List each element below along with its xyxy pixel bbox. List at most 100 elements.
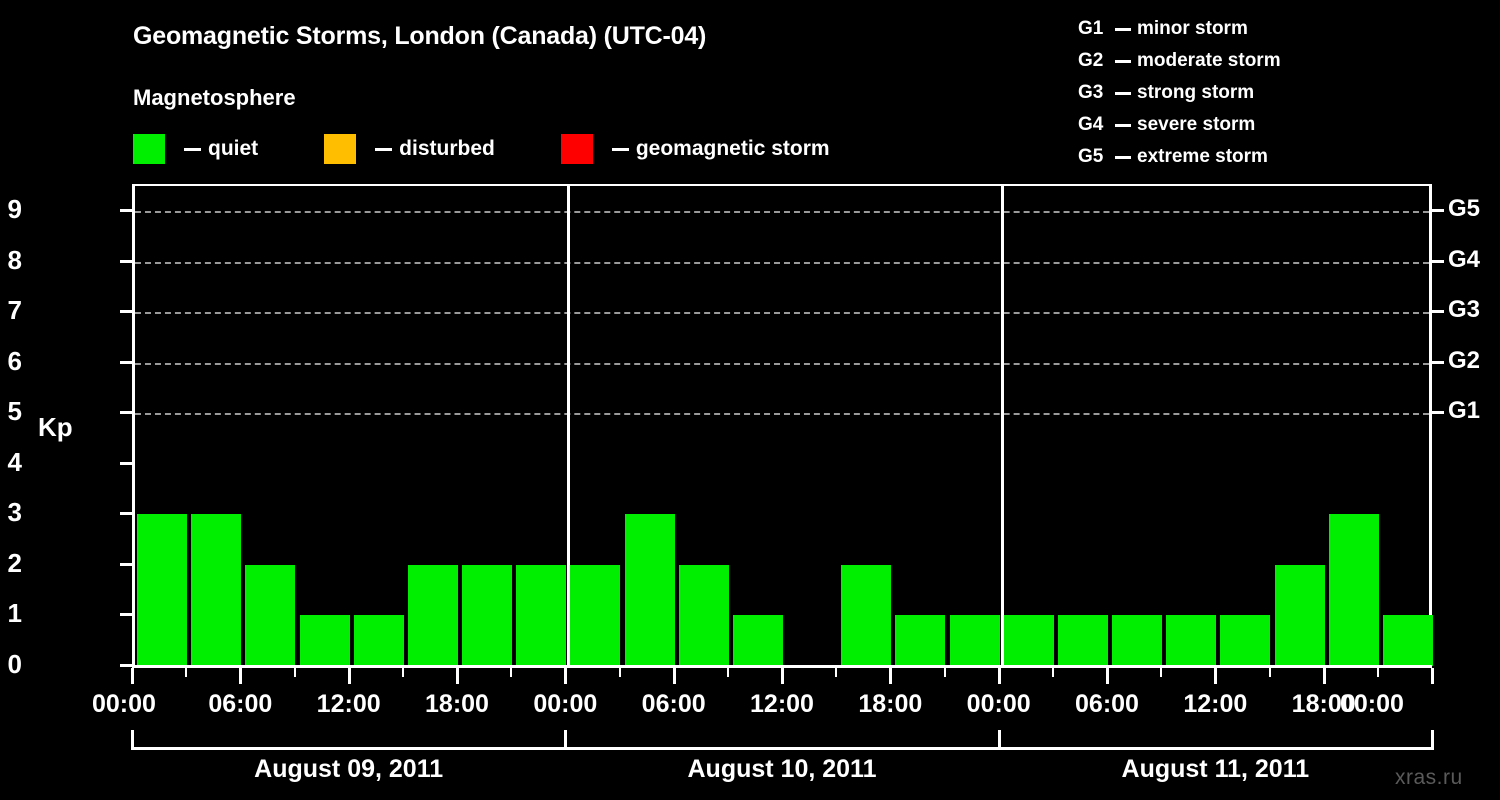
g-legend-label: strong storm: [1137, 82, 1255, 103]
day-separator-1: [567, 186, 571, 666]
legend-dash-icon: [375, 147, 393, 151]
bar-kp: [732, 615, 783, 666]
gridline-kp-7: [135, 312, 1429, 315]
legend-dash-icon: [184, 147, 201, 151]
x-tick-major-60h: [1214, 668, 1218, 684]
legend-entry-quiet: quiet: [133, 134, 258, 164]
x-tick-label-11: 18:00: [1291, 690, 1356, 718]
bar-kp: [1057, 615, 1108, 666]
x-tick-major-12h: [347, 668, 351, 684]
y-tick-mark-3: [120, 512, 132, 516]
x-tick-major-36h: [781, 668, 784, 684]
storm-swatch: [560, 134, 593, 164]
y-tick-label-1: 1: [7, 598, 22, 629]
gridline-kp-5: [135, 413, 1429, 416]
day-band-line: [132, 747, 1432, 750]
x-tick-minor-63h: [1268, 668, 1271, 677]
page-title: Geomagnetic Storms, London (Canada) (UTC…: [133, 22, 707, 50]
g-legend-dash-icon: [1115, 155, 1131, 159]
bar-kp: [895, 615, 946, 666]
x-tick-major-30h: [672, 668, 676, 684]
y-tick-mark-6: [120, 360, 132, 364]
x-tick-major-48h: [997, 668, 1001, 684]
g-legend-row-g4: G4 severe storm: [1078, 109, 1281, 141]
y-tick-label-3: 3: [7, 497, 22, 528]
legend-label: disturbed: [399, 137, 495, 160]
x-tick-label-2: 12:00: [316, 690, 381, 718]
bar-kp: [624, 514, 675, 666]
legend-label: geomagnetic storm: [635, 137, 830, 160]
g-legend-label: moderate storm: [1137, 50, 1281, 71]
x-tick-label-3: 18:00: [425, 690, 489, 718]
x-tick-major-0h: [131, 668, 134, 684]
g-legend-label: minor storm: [1137, 18, 1248, 39]
y-tick-label-5: 5: [7, 396, 22, 427]
x-tick-major-24h: [564, 668, 568, 684]
x-tick-label-12: 00:00: [1340, 690, 1404, 718]
y-tick-mark-8: [120, 259, 132, 263]
x-tick-minor-33h: [726, 668, 729, 677]
day-band-tick-1: [564, 730, 568, 750]
y-tick-mark-9: [120, 209, 132, 213]
x-tick-major-66h: [1322, 668, 1326, 684]
x-tick-minor-69h: [1376, 668, 1379, 677]
x-tick-label-8: 00:00: [966, 690, 1031, 718]
bar-kp: [841, 564, 892, 666]
gridline-kp-9: [135, 211, 1429, 214]
x-tick-major-6h: [239, 668, 243, 684]
g-axis-label-g5: G5: [1448, 195, 1481, 223]
bar-kp: [137, 514, 188, 666]
g-legend-label: severe storm: [1137, 114, 1256, 135]
day-separator-2: [1000, 186, 1004, 666]
x-tick-minor-21h: [510, 668, 513, 677]
x-tick-label-9: 06:00: [1075, 690, 1139, 718]
x-tick-major-42h: [889, 668, 893, 684]
legend-dash-icon: [611, 147, 629, 151]
bar-kp: [1112, 615, 1163, 666]
disturbed-swatch: [324, 134, 357, 164]
y-tick-mark-5: [120, 411, 132, 415]
x-tick-minor-9h: [293, 668, 296, 677]
bar-kp: [1003, 615, 1054, 666]
day-label-2: August 11, 2011: [1121, 755, 1310, 783]
g-legend-code: G2: [1078, 50, 1104, 71]
x-tick-label-4: 00:00: [533, 690, 598, 718]
x-tick-minor-27h: [618, 668, 621, 677]
bar-kp: [462, 564, 513, 666]
bar-kp: [1166, 615, 1217, 666]
x-tick-minor-15h: [401, 668, 404, 677]
x-tick-label-5: 06:00: [641, 690, 706, 718]
y-tick-label-4: 4: [7, 446, 22, 477]
x-tick-minor-57h: [1160, 668, 1163, 677]
g-axis-label-g1: G1: [1448, 397, 1481, 425]
g-legend-dash-icon: [1115, 91, 1131, 95]
g-legend-dash-icon: [1115, 123, 1131, 127]
g-legend-row-g2: G2 moderate storm: [1078, 45, 1281, 77]
bar-kp: [299, 615, 350, 666]
gridline-kp-6: [135, 362, 1429, 365]
legend-label: quiet: [208, 137, 259, 160]
y-tick-mark-4: [120, 461, 132, 465]
quiet-swatch: [133, 134, 165, 164]
bar-kp: [191, 514, 242, 666]
g-axis-label-g4: G4: [1448, 245, 1481, 273]
x-tick-major-54h: [1106, 668, 1109, 684]
magnetosphere-legend: quiet disturbed geomagnetic storm: [133, 133, 830, 165]
x-tick-label-7: 18:00: [858, 690, 923, 718]
bar-kp: [678, 564, 729, 666]
day-band-tick-2: [997, 730, 1001, 750]
x-tick-label-0: 00:00: [92, 690, 156, 718]
x-tick-major-72h: [1431, 668, 1434, 684]
y-tick-mark-1: [120, 613, 132, 617]
bar-kp: [949, 615, 1000, 666]
bar-kp: [1328, 514, 1379, 666]
g-scale-legend: G1 minor storm G2 moderate storm G3 strong st…: [1078, 13, 1281, 173]
g-tick-mark-8: [1432, 259, 1444, 263]
bar-kp: [570, 564, 621, 666]
g-legend-code: G3: [1078, 82, 1104, 103]
x-axis-line: [132, 665, 1432, 668]
x-tick-minor-3h: [185, 668, 188, 677]
plot-frame: [132, 184, 1433, 666]
y-tick-label-7: 7: [7, 295, 22, 326]
g-legend-row-g1: G1 minor storm: [1078, 13, 1281, 45]
